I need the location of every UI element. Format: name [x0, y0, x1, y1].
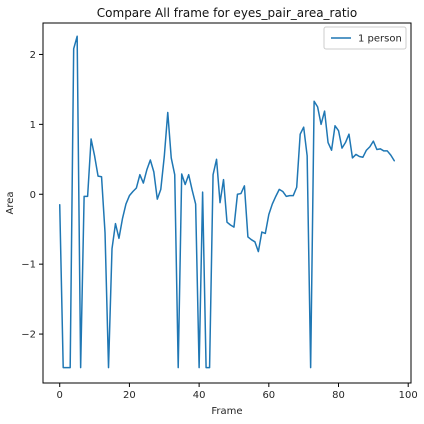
x-tick-label: 20	[123, 390, 136, 401]
x-tick-label: 40	[193, 390, 206, 401]
chart-title: Compare All frame for eyes_pair_area_rat…	[97, 6, 357, 20]
x-axis: 0 20 40 60 80 100	[57, 383, 418, 401]
x-tick-label: 0	[57, 390, 63, 401]
x-tick-label: 80	[332, 390, 345, 401]
y-axis-label: Area	[5, 191, 16, 214]
legend-box	[323, 26, 407, 50]
plot-area	[58, 35, 396, 369]
x-tick-label: 60	[262, 390, 275, 401]
y-tick-label: −1	[21, 260, 36, 271]
plot-frame	[42, 22, 412, 384]
legend: 1 person	[323, 26, 407, 50]
y-axis: −2 −1 0 1 2	[21, 50, 43, 341]
x-tick-label: 100	[399, 390, 418, 401]
y-tick-label: 1	[30, 120, 36, 131]
legend-label: 1 person	[358, 34, 402, 45]
y-tick-label: −2	[21, 330, 36, 341]
y-tick-label: 2	[30, 50, 36, 61]
x-axis-label: Frame	[211, 406, 242, 417]
series-line-0	[58, 35, 396, 369]
y-tick-label: 0	[30, 190, 36, 201]
